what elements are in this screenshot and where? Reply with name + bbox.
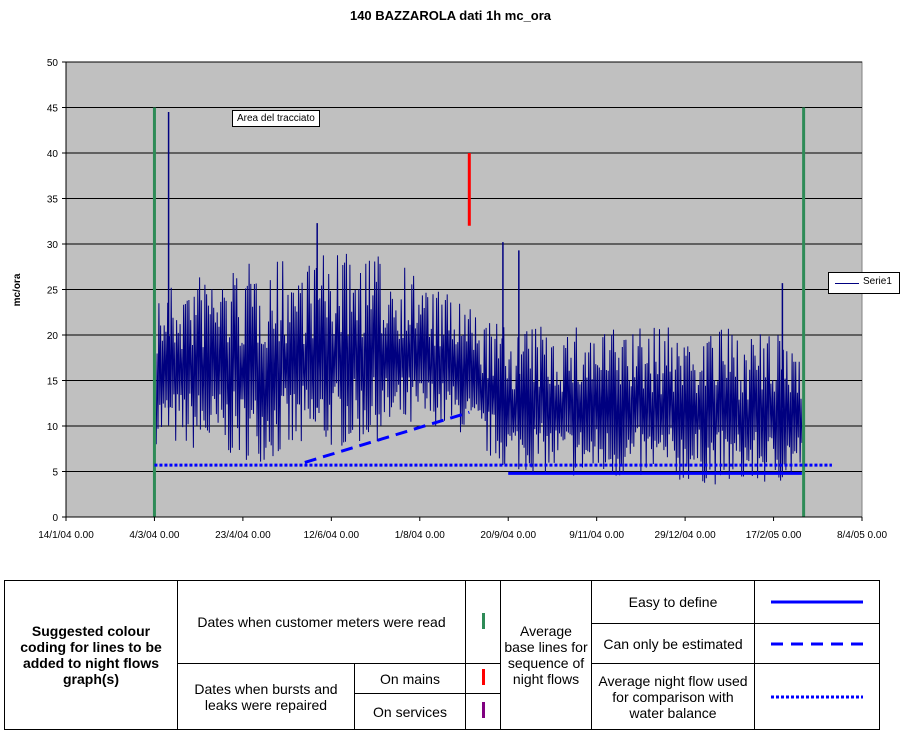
x-tick-label: 20/9/04 0.00 <box>480 530 536 541</box>
x-tick-label: 8/4/05 0.00 <box>837 530 887 541</box>
key-heading: Suggested colour coding for lines to be … <box>4 580 178 730</box>
x-tick-label: 23/4/04 0.00 <box>215 530 271 541</box>
y-tick-label: 25 <box>47 286 59 297</box>
legend: Serie1 <box>828 272 900 294</box>
y-tick-label: 0 <box>52 513 58 524</box>
y-tick-label: 50 <box>47 58 59 69</box>
y-tick-label: 45 <box>47 104 59 115</box>
series-serie1-line <box>155 253 803 485</box>
bursts-repaired-label: Dates when bursts and leaks were repaire… <box>177 663 355 730</box>
x-tick-label: 29/12/04 0.00 <box>655 530 717 541</box>
y-tick-label: 30 <box>47 240 59 251</box>
y-tick-labels: 0 5 10 15 20 25 30 35 40 45 50 <box>47 58 66 524</box>
x-tick-label: 9/11/04 0.00 <box>569 530 624 541</box>
on-services-label: On services <box>354 693 466 730</box>
on-mains-mark <box>465 663 501 694</box>
meters-read-label: Dates when customer meters were read <box>177 580 466 664</box>
annotation-lines <box>152 107 832 517</box>
on-mains-label: On mains <box>354 663 466 694</box>
y-tick-label: 5 <box>52 468 58 479</box>
y-tick-label: 40 <box>47 149 59 160</box>
on-services-mark <box>465 693 501 730</box>
legend-swatch-serie1 <box>835 283 859 284</box>
x-tick-labels: 14/1/04 0.00 4/3/04 0.00 23/4/04 0.00 12/6/… <box>38 517 887 541</box>
average-base-lines-label: Average base lines for sequence of night… <box>500 580 592 730</box>
y-axis-label: mc/ora <box>12 273 23 306</box>
estimated-base-line <box>304 410 470 464</box>
y-tick-label: 35 <box>47 195 59 206</box>
x-tick-label: 1/8/04 0.00 <box>395 530 445 541</box>
x-tick-label: 14/1/04 0.00 <box>38 530 94 541</box>
x-tick-label: 4/3/04 0.00 <box>129 530 179 541</box>
can-only-be-estimated-label: Can only be estimated <box>591 623 755 664</box>
plot-area-tooltip: Area del tracciato <box>232 110 320 127</box>
y-tick-label: 20 <box>47 331 59 342</box>
chart-title: 140 BAZZAROLA dati 1h mc_ora <box>349 8 552 23</box>
meters-read-mark <box>465 580 501 664</box>
estimated-line-sample <box>754 623 880 664</box>
chart-canvas: 0 5 10 15 20 25 30 35 40 45 50 14/1/04 0.00 4/3/04 … <box>12 58 887 541</box>
series-serie1 <box>155 112 803 485</box>
easy-line-sample <box>754 580 880 624</box>
y-tick-label: 10 <box>47 422 59 433</box>
night-flow-line-sample <box>754 663 880 730</box>
x-tick-label: 17/2/05 0.00 <box>746 530 802 541</box>
colour-coding-table: Suggested colour coding for lines to be … <box>4 580 880 730</box>
easy-to-define-label: Easy to define <box>591 580 755 624</box>
average-night-flow-label: Average night flow used for comparison w… <box>591 663 755 730</box>
legend-label-serie1: Serie1 <box>863 276 892 287</box>
x-tick-label: 12/6/04 0.00 <box>304 530 360 541</box>
y-tick-label: 15 <box>47 377 59 388</box>
